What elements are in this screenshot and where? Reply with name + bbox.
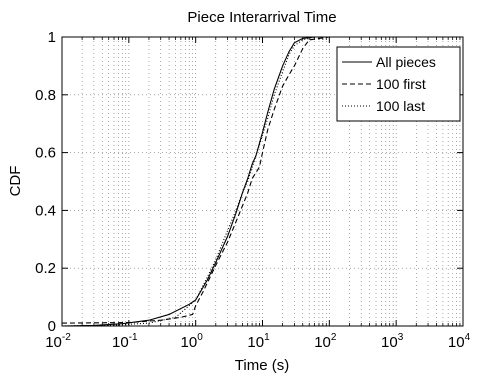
y-tick-label: 0.4: [35, 202, 56, 219]
y-tick-label: 0.6: [35, 145, 56, 162]
series-layer: [61, 36, 330, 327]
y-tick-label: 0: [48, 318, 56, 335]
x-tick-exponent: 3: [398, 332, 404, 343]
x-tick-label: 102: [314, 332, 337, 351]
x-tick-exponent: 0: [197, 332, 203, 343]
series-line-100-last: [61, 36, 330, 327]
x-tick-exponent: 2: [331, 332, 337, 343]
x-tick-exponent: -1: [129, 332, 138, 343]
x-tick-exponent: 4: [465, 332, 471, 343]
legend-label-all-pieces: All pieces: [376, 54, 436, 70]
chart-title: Piece Interarrival Time: [187, 9, 336, 26]
y-tick-label: 1: [48, 29, 56, 46]
x-tick-label: 101: [247, 332, 270, 351]
legend-label-100-first: 100 first: [376, 76, 426, 92]
x-axis-label: Time (s): [235, 357, 289, 374]
y-tick-label: 0.2: [35, 260, 56, 277]
x-tick-exponent: -2: [62, 332, 71, 343]
x-tick-label: 100: [181, 332, 204, 351]
y-axis-label: CDF: [7, 166, 24, 197]
legend: All pieces 100 first 100 last: [336, 46, 461, 122]
ticks: 1 0 -2 10-1 100 101 102 103 104 0 0.2 0.4 0.6 0.8 1: [35, 29, 470, 351]
series-line-all-pieces: [61, 36, 330, 327]
legend-box: [336, 46, 461, 122]
grid: [62, 37, 463, 326]
legend-label-100-last: 100 last: [376, 98, 425, 114]
y-tick-label: 0.8: [35, 87, 56, 104]
x-tick-label: 103: [381, 332, 404, 351]
x-tick-exponent: 1: [264, 332, 270, 343]
x-tick-label: 10-1: [112, 332, 138, 351]
x-tick-label: 104: [448, 332, 471, 351]
